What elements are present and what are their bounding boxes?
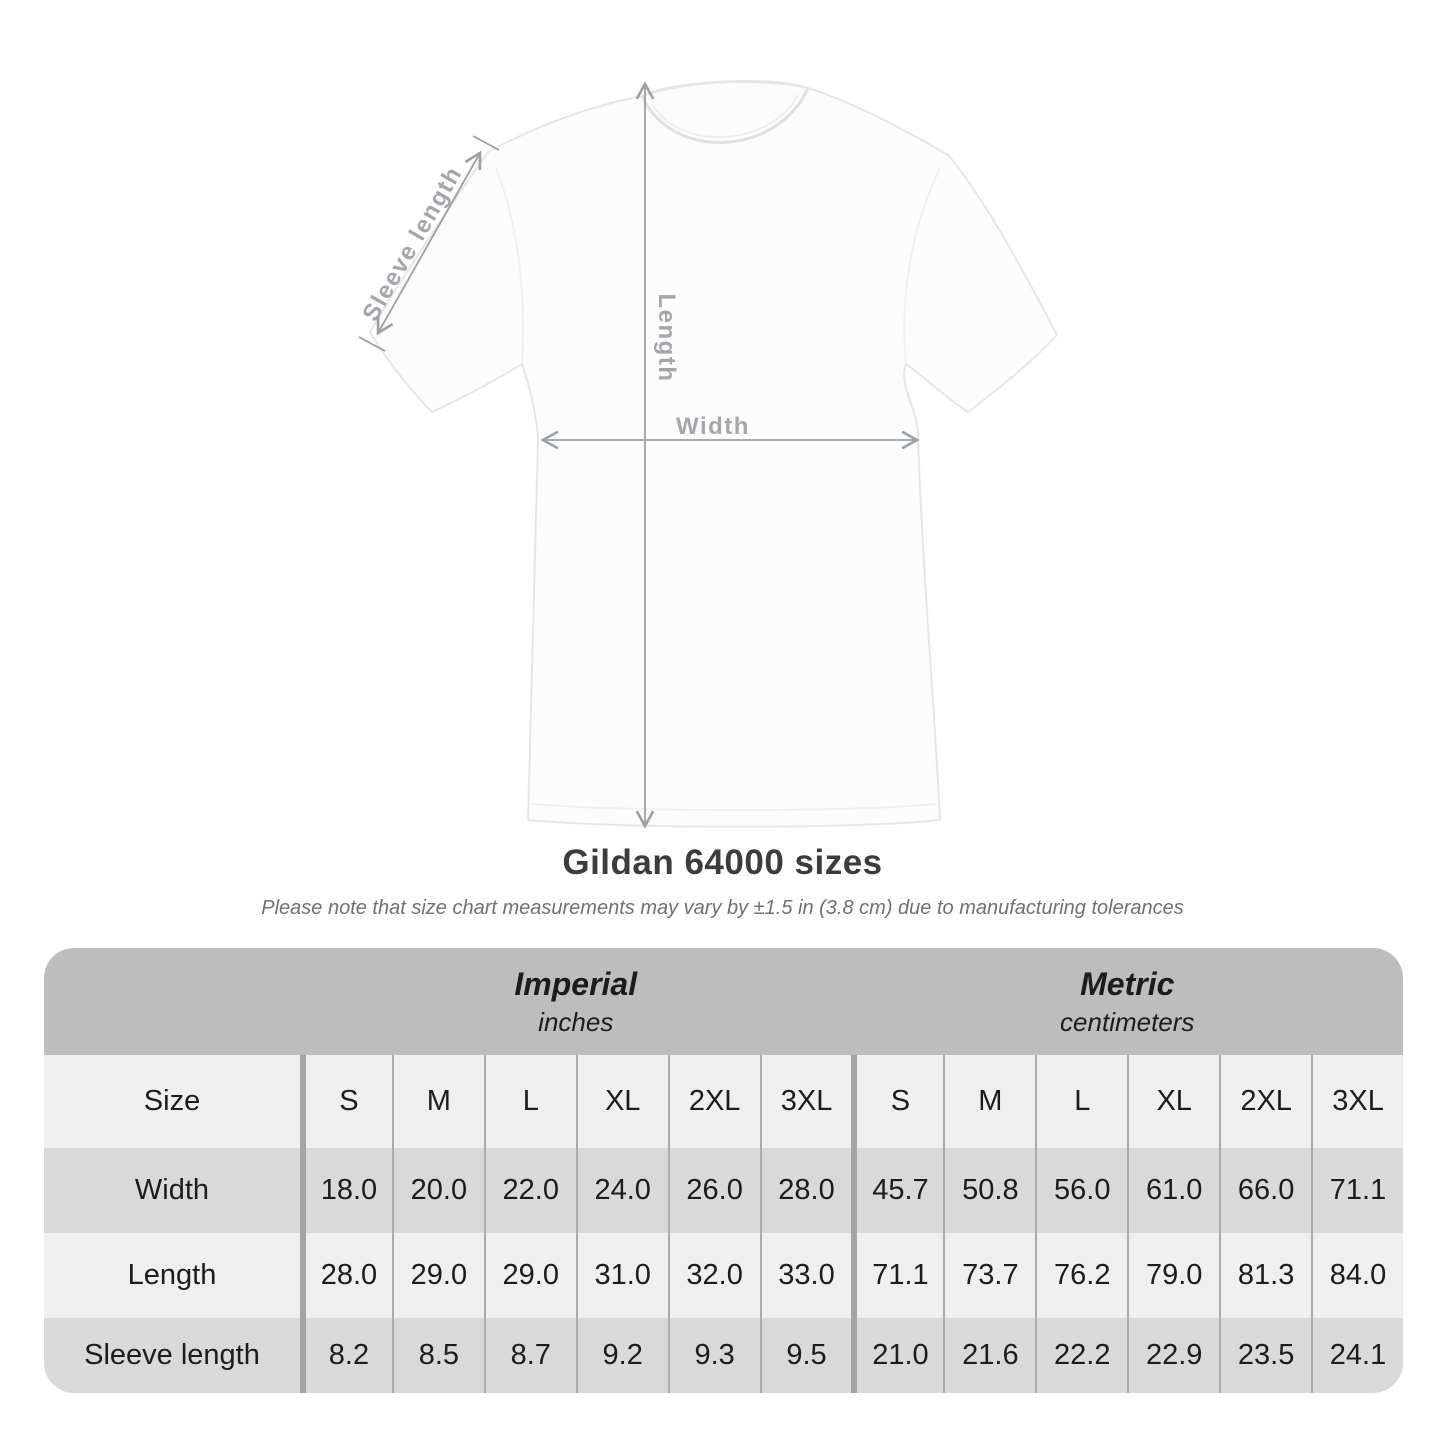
imperial-title: Imperial (514, 965, 638, 1002)
measurement-cell: 50.8 (943, 1148, 1035, 1233)
sleeve-arrow-tick-bottom (358, 336, 386, 352)
tee-right-sleeve-seam (903, 167, 941, 365)
size-cell: S (300, 1055, 392, 1148)
table-row-sleeve-length: Sleeve length 8.2 8.5 8.7 9.2 9.3 9.5 21… (44, 1318, 1403, 1393)
table-header: Imperial inches Metric centimeters (44, 948, 1403, 1055)
size-cell: 2XL (667, 1055, 760, 1148)
sleeve-arrow (376, 150, 482, 336)
measurement-cell: 31.0 (575, 1233, 668, 1318)
size-cell: M (943, 1055, 1035, 1148)
tee-hem-seam (531, 803, 937, 811)
imperial-unit: inches (538, 1006, 614, 1037)
measurement-cell: 23.5 (1219, 1318, 1311, 1393)
measurement-cell: 84.0 (1311, 1233, 1403, 1318)
size-cell: 2XL (1219, 1055, 1311, 1148)
sleeve-arrow-tick-top (472, 135, 500, 151)
measurement-cell: 22.0 (483, 1148, 576, 1233)
measurement-cell: 9.5 (759, 1318, 852, 1393)
measurement-cell: 66.0 (1219, 1148, 1311, 1233)
size-cell: L (1035, 1055, 1127, 1148)
metric-title: Metric (1080, 965, 1175, 1002)
tee-left-sleeve-seam (495, 167, 525, 365)
measurement-cell: 33.0 (759, 1233, 852, 1318)
tee-collar-back (641, 80, 809, 97)
tee-collar (640, 87, 810, 144)
width-label: Width (676, 413, 750, 440)
measurement-cell: 79.0 (1127, 1233, 1219, 1318)
measurement-cell: 8.2 (300, 1318, 392, 1393)
size-cell: 3XL (1311, 1055, 1403, 1148)
measurement-cell: 61.0 (1127, 1148, 1219, 1233)
measurement-cell: 24.1 (1311, 1318, 1403, 1393)
measurement-cell: 29.0 (483, 1233, 576, 1318)
measurement-cell: 26.0 (667, 1148, 760, 1233)
measurement-cell: 8.5 (391, 1318, 484, 1393)
measurement-cell: 21.6 (943, 1318, 1035, 1393)
imperial-header: Imperial inches (300, 948, 852, 1055)
header-spacer (44, 948, 300, 1055)
measurement-cell: 22.9 (1127, 1318, 1219, 1393)
page-title: Gildan 64000 sizes (562, 843, 883, 882)
tshirt-image (358, 80, 1059, 829)
measurement-cell: 9.2 (575, 1318, 668, 1393)
measurement-cell: 29.0 (391, 1233, 484, 1318)
measurement-cell: 18.0 (300, 1148, 392, 1233)
table-row-length: Length 28.0 29.0 29.0 31.0 32.0 33.0 71.… (44, 1233, 1403, 1318)
measurement-cell: 56.0 (1035, 1148, 1127, 1233)
size-cell: L (483, 1055, 576, 1148)
size-cell: XL (575, 1055, 668, 1148)
measurement-cell: 28.0 (759, 1148, 852, 1233)
measurement-cell: 71.1 (1311, 1148, 1403, 1233)
table-row-sizes: Size S M L XL 2XL 3XL S M L XL 2XL 3XL (44, 1055, 1403, 1148)
tshirt-diagram: Sleeve length Length Width (300, 40, 1100, 840)
size-cell: M (391, 1055, 484, 1148)
measurement-cell: 81.3 (1219, 1233, 1311, 1318)
row-label: Sleeve length (84, 1339, 260, 1371)
size-table: Imperial inches Metric centimeters Size … (44, 948, 1403, 1393)
row-label: Width (134, 1174, 210, 1206)
length-label: Length (653, 293, 680, 383)
measurement-cell: 22.2 (1035, 1318, 1127, 1393)
row-label: Length (127, 1259, 217, 1291)
measurement-cell: 32.0 (667, 1233, 760, 1318)
measurement-cell: 45.7 (851, 1148, 943, 1233)
size-cell: 3XL (759, 1055, 852, 1148)
measurement-cell: 24.0 (575, 1148, 668, 1233)
measurement-cell: 9.3 (667, 1318, 760, 1393)
tee-collar-rib (651, 94, 799, 139)
tee-outline (368, 80, 1059, 828)
measurement-cell: 8.7 (483, 1318, 576, 1393)
row-label: Size (143, 1085, 201, 1117)
size-cell: S (851, 1055, 943, 1148)
measurement-cell: 71.1 (851, 1233, 943, 1318)
measurement-cell: 76.2 (1035, 1233, 1127, 1318)
measurement-cell: 20.0 (391, 1148, 484, 1233)
measurement-cell: 73.7 (943, 1233, 1035, 1318)
tolerance-note: Please note that size chart measurements… (261, 897, 1184, 919)
table-row-width: Width 18.0 20.0 22.0 24.0 26.0 28.0 45.7… (44, 1148, 1403, 1233)
measurement-cell: 21.0 (851, 1318, 943, 1393)
measurement-cell: 28.0 (300, 1233, 392, 1318)
metric-header: Metric centimeters (852, 948, 1404, 1055)
metric-unit: centimeters (1060, 1006, 1195, 1037)
size-cell: XL (1127, 1055, 1219, 1148)
